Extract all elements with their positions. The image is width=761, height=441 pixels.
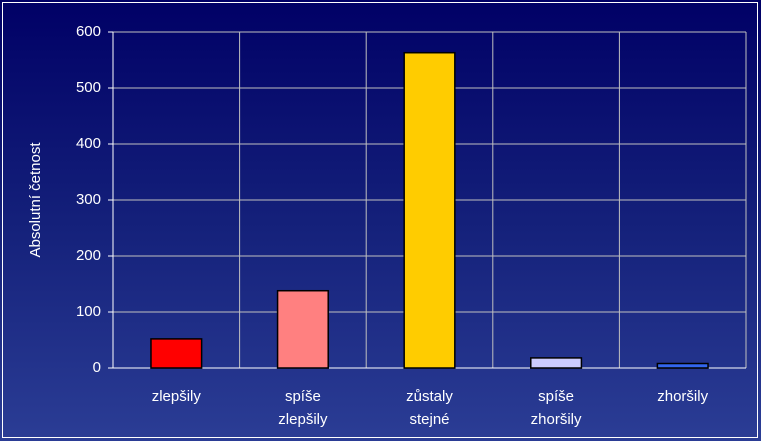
y-tick-label: 100 [76,303,101,320]
y-tick-label: 600 [76,23,101,40]
y-tick-label: 300 [76,191,101,208]
bar [656,362,709,369]
bar [403,51,456,369]
y-tick-label: 500 [76,79,101,96]
bar [150,338,203,369]
y-axis-label: Absolutní četnost [27,142,44,258]
x-tick-label: spíše zlepšily [278,388,328,428]
y-tick-label: 200 [76,247,101,264]
y-tick-label: 400 [76,135,101,152]
x-tick-label: zůstaly stejné [406,388,453,428]
x-tick-label: zhoršily [657,388,709,405]
bar [276,289,329,369]
x-tick-label: spíše zhoršily [530,388,582,428]
x-tick-label: zlepšily [151,388,201,405]
bar [530,357,583,369]
y-tick-label: 0 [93,359,101,376]
